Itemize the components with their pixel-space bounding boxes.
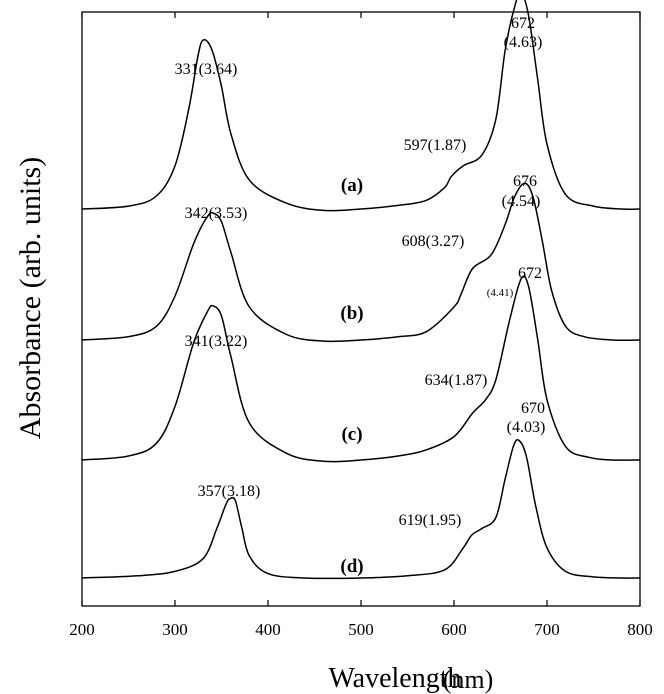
peak-annotation: 672 <box>518 265 542 282</box>
peak-annotation: 672 <box>511 15 535 32</box>
spectrum-line-3 <box>81 438 641 580</box>
peak-annotation: 357(3.18) <box>198 483 261 500</box>
x-axis-ticks: 200 300 400 500 600 700 800 <box>69 12 653 639</box>
peak-annotation: 597(1.87) <box>404 137 467 154</box>
series-label: (c) <box>341 424 362 445</box>
x-tick-label: 600 <box>441 620 467 639</box>
peak-annotation: 676 <box>513 173 537 190</box>
peak-annotation: (4.03) <box>507 419 546 436</box>
spectrum-line-0 <box>81 0 641 212</box>
x-tick-label: 800 <box>627 620 653 639</box>
x-tick-label: 500 <box>348 620 374 639</box>
peak-annotation: 619(1.95) <box>399 512 462 529</box>
x-tick-label: 400 <box>255 620 281 639</box>
spectra-curves <box>81 0 641 580</box>
series-label: (d) <box>340 556 363 577</box>
spectrum-line-1 <box>81 182 641 343</box>
spectrum-line-2 <box>81 275 641 463</box>
peak-annotation: 608(3.27) <box>402 233 465 250</box>
peak-annotation: (4.63) <box>504 34 543 51</box>
series-label: (b) <box>340 303 363 324</box>
x-tick-label: 700 <box>534 620 560 639</box>
peak-annotation: 634(1.87) <box>425 372 488 389</box>
peak-annotation: 341(3.22) <box>185 333 248 350</box>
series-label: (a) <box>341 175 363 196</box>
x-axis-unit: (nm) <box>443 665 494 694</box>
peak-annotations: 331(3.64) 672 (4.63) 597(1.87) 342(3.53) 676 (… <box>175 15 546 529</box>
peak-annotation: (4.54) <box>502 193 541 210</box>
peak-annotation: 342(3.53) <box>185 205 248 222</box>
peak-annotation: 670 <box>521 400 545 417</box>
x-tick-label: 200 <box>69 620 95 639</box>
peak-annotation: 331(3.64) <box>175 61 238 78</box>
x-axis-label: Wavelength <box>328 663 461 694</box>
x-tick-label: 300 <box>162 620 188 639</box>
peak-annotation: (4.41) <box>487 287 514 299</box>
series-labels: (a) (b) (c) (d) <box>340 175 363 577</box>
y-axis-label: Absorbance (arb. units) <box>14 157 47 439</box>
